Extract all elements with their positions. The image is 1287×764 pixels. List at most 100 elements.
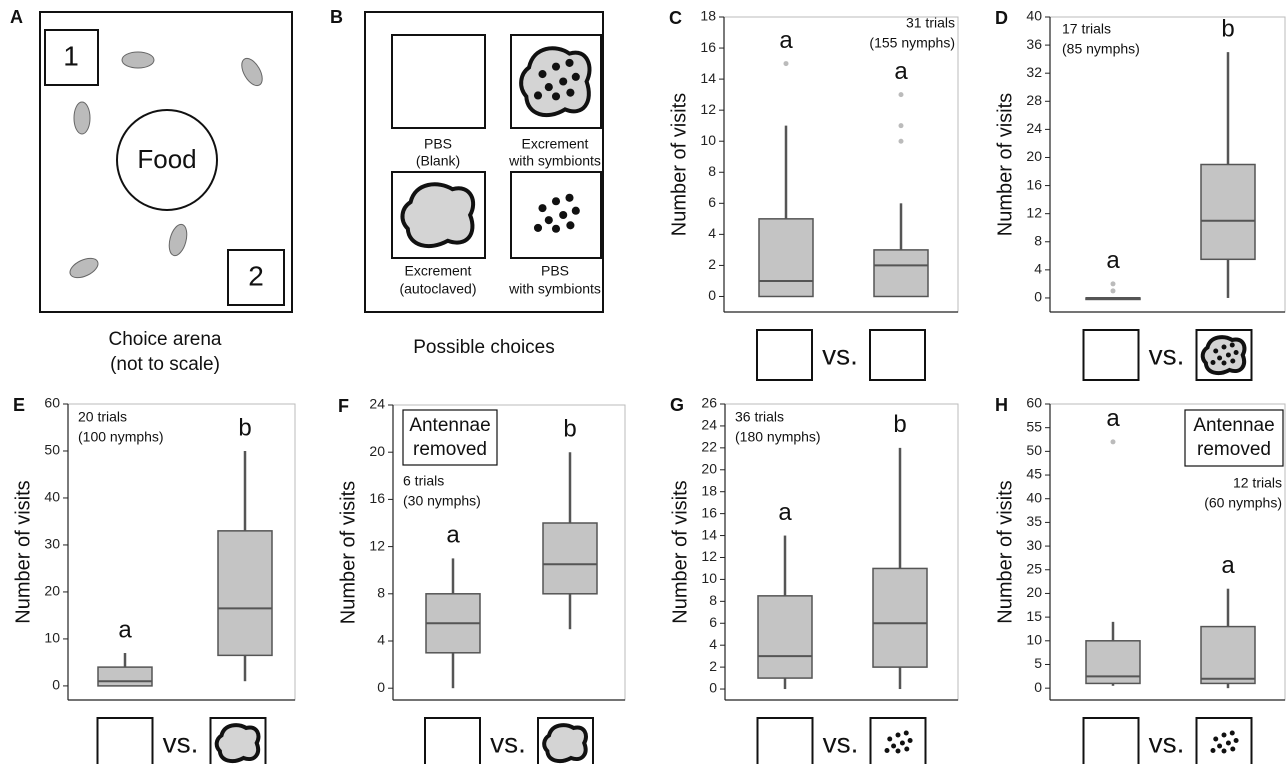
y-tick-label: 15: [1026, 608, 1042, 624]
choice-label: PBS: [424, 136, 452, 152]
symbiont-dot: [552, 197, 560, 205]
trials-note: (180 nymphs): [735, 429, 821, 445]
y-tick-label: 22: [701, 439, 717, 455]
symbiont-dot: [1230, 359, 1235, 364]
significance-letter: a: [1106, 247, 1120, 274]
y-axis-title: Number of visits: [337, 481, 359, 624]
symbiont-dot: [1213, 349, 1218, 354]
icon-frame: [1084, 718, 1139, 764]
symbiont-dot: [1211, 748, 1216, 753]
panel-letter: H: [995, 395, 1008, 415]
y-tick-label: 28: [1026, 92, 1042, 108]
choice-icon: [511, 172, 601, 258]
vs-label: vs.: [1149, 727, 1185, 758]
excrement: [402, 184, 473, 246]
box: [874, 250, 928, 297]
outlier: [899, 139, 904, 144]
y-tick-label: 18: [701, 482, 717, 498]
y-tick-label: 20: [1026, 584, 1042, 600]
y-tick-label: 12: [700, 101, 716, 117]
significance-letter: b: [563, 416, 576, 443]
y-axis-title: Number of visits: [669, 480, 691, 623]
y-tick-label: 4: [377, 632, 385, 648]
y-tick-label: 55: [1026, 418, 1042, 434]
y-tick-label: 0: [708, 287, 716, 303]
y-tick-label: 60: [44, 395, 60, 411]
choice-label: with symbionts: [508, 153, 601, 169]
trials-note: 36 trials: [735, 409, 784, 425]
symbiont-dot: [545, 216, 553, 224]
trials-note: 17 trials: [1062, 21, 1111, 37]
symbiont-dot: [545, 83, 553, 91]
vs-label: vs.: [163, 727, 199, 758]
symbiont-dot: [572, 73, 580, 81]
y-tick-label: 60: [1026, 395, 1042, 411]
y-tick-label: 14: [701, 526, 717, 542]
y-tick-label: 14: [700, 70, 716, 86]
y-tick-label: 16: [701, 504, 717, 520]
box: [543, 523, 597, 594]
y-tick-label: 20: [44, 583, 60, 599]
antennae-note: Antennae: [409, 415, 490, 436]
y-tick-label: 16: [700, 39, 716, 55]
choice-icon: [1197, 330, 1252, 380]
y-axis-title: Number of visits: [994, 93, 1016, 236]
significance-letter: b: [238, 414, 251, 441]
icon-frame: [392, 35, 485, 128]
symbiont-dot: [559, 77, 567, 85]
food-label: Food: [137, 144, 196, 174]
y-tick-label: 20: [701, 460, 717, 476]
significance-letter: b: [1221, 15, 1234, 42]
y-tick-label: 12: [369, 537, 385, 553]
choice-label: Excrement: [405, 263, 472, 279]
choice-label: with symbionts: [508, 281, 601, 297]
symbiont-dot: [885, 748, 890, 753]
symbiont-dot: [1222, 345, 1227, 350]
icon-frame: [758, 718, 813, 764]
icon-frame: [757, 330, 812, 380]
icon-frame: [871, 718, 926, 764]
excrement: [217, 725, 259, 761]
significance-letter: a: [446, 522, 460, 549]
choice-icon: [211, 718, 266, 764]
y-tick-label: 2: [708, 256, 716, 272]
y-tick-label: 4: [709, 636, 717, 652]
y-tick-label: 40: [1026, 8, 1042, 24]
y-tick-label: 0: [1034, 679, 1042, 695]
box: [218, 531, 272, 656]
trials-note: (30 nymphs): [403, 493, 481, 509]
symbiont-dot: [896, 749, 901, 754]
choice-icon: [1084, 330, 1139, 380]
y-tick-label: 20: [369, 443, 385, 459]
panel-letter: C: [669, 8, 682, 28]
y-tick-label: 10: [700, 132, 716, 148]
trials-note: (100 nymphs): [78, 429, 164, 445]
y-tick-label: 16: [369, 490, 385, 506]
panel-letter: B: [330, 7, 343, 27]
choice-label: PBS: [541, 263, 569, 279]
symbiont-dot: [565, 59, 573, 67]
antennae-note: Antennae: [1193, 415, 1274, 436]
choice-icon: [392, 172, 485, 258]
outlier: [1111, 281, 1116, 286]
significance-letter: a: [779, 27, 793, 54]
y-tick-label: 4: [708, 225, 716, 241]
choice-icon: [870, 330, 925, 380]
panel-letter: F: [338, 396, 349, 416]
choice-icon: [425, 718, 480, 764]
significance-letter: a: [894, 58, 908, 85]
y-tick-label: 8: [708, 163, 716, 179]
box-label: 2: [248, 260, 264, 291]
trials-note: 31 trials: [906, 15, 955, 31]
choice-icon: [1197, 718, 1252, 764]
significance-letter: a: [1106, 405, 1120, 432]
symbiont-dot: [1222, 361, 1227, 366]
box: [98, 667, 152, 686]
symbiont-dot: [565, 194, 573, 202]
significance-letter: b: [893, 411, 906, 438]
symbiont-dot: [900, 741, 905, 746]
significance-letter: a: [778, 499, 792, 526]
y-tick-label: 40: [44, 489, 60, 505]
figure: A 1 2 Food Choice arena (not to scale) B…: [0, 0, 1287, 764]
y-tick-label: 26: [701, 395, 717, 411]
